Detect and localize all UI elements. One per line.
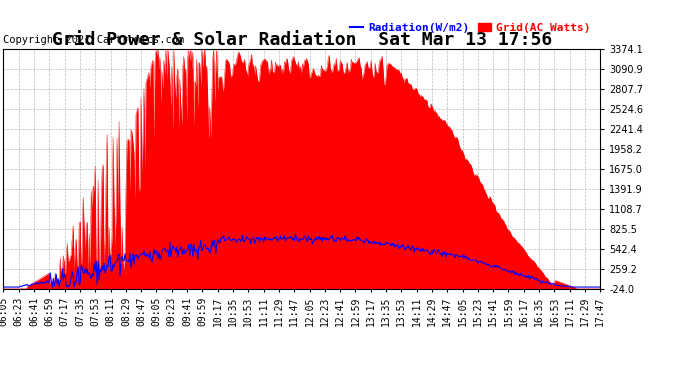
Text: Copyright 2021 Cartronics.com: Copyright 2021 Cartronics.com: [3, 35, 185, 45]
Title: Grid Power & Solar Radiation  Sat Mar 13 17:56: Grid Power & Solar Radiation Sat Mar 13 …: [52, 31, 552, 49]
Legend: Radiation(W/m2), Grid(AC Watts): Radiation(W/m2), Grid(AC Watts): [346, 18, 595, 37]
